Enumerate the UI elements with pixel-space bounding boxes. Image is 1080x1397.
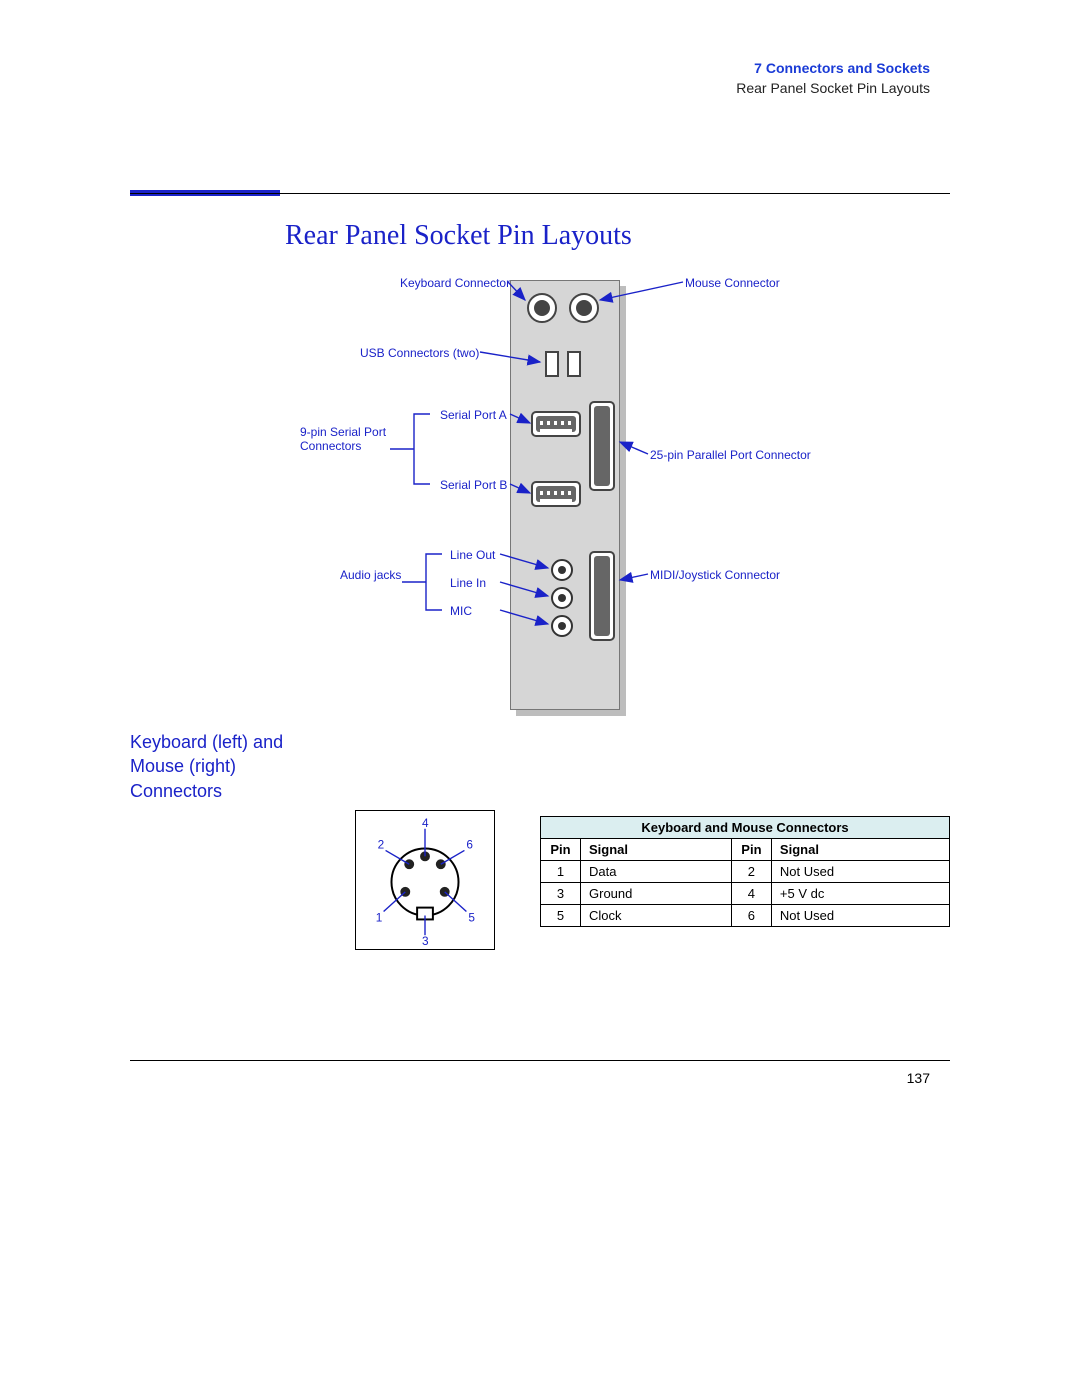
footer-rule	[130, 1060, 950, 1061]
top-rule	[130, 193, 950, 194]
svg-text:5: 5	[468, 910, 475, 924]
rear-panel-diagram: Keyboard Connector Mouse Connector USB C…	[130, 270, 950, 730]
col-signal-2: Signal	[771, 839, 949, 861]
header-subtitle: Rear Panel Socket Pin Layouts	[130, 80, 930, 96]
table-row: 5 Clock 6 Not Used	[541, 905, 950, 927]
col-signal-1: Signal	[581, 839, 732, 861]
svg-text:1: 1	[376, 910, 383, 924]
chapter-heading: 7 Connectors and Sockets	[130, 60, 930, 76]
col-pin-1: Pin	[541, 839, 581, 861]
callout-lines	[130, 270, 950, 730]
svg-text:3: 3	[422, 934, 429, 948]
page-title: Rear Panel Socket Pin Layouts	[285, 220, 632, 252]
ps2-pinout-figure: 4 2 6 1 5 3	[355, 810, 495, 950]
table-title: Keyboard and Mouse Connectors	[541, 817, 950, 839]
pinout-table: Keyboard and Mouse Connectors Pin Signal…	[540, 816, 950, 927]
col-pin-2: Pin	[731, 839, 771, 861]
table-row: 1 Data 2 Not Used	[541, 861, 950, 883]
section-heading: Keyboard (left) and Mouse (right) Connec…	[130, 730, 310, 803]
table-row: 3 Ground 4 +5 V dc	[541, 883, 950, 905]
svg-text:2: 2	[378, 837, 385, 851]
svg-text:6: 6	[466, 837, 473, 851]
page-number: 137	[907, 1070, 930, 1086]
svg-text:4: 4	[422, 816, 429, 830]
